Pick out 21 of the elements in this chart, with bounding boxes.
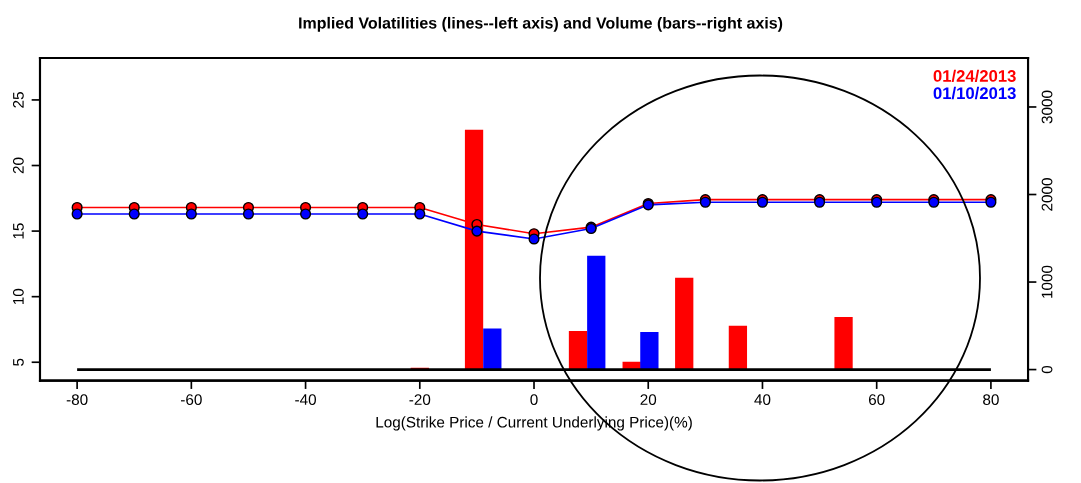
y-tick-label: 10 [12, 288, 24, 304]
x-tick-label: 80 [983, 394, 999, 406]
x-tick-label: -20 [409, 394, 431, 406]
y-tick-label: 20 [12, 157, 24, 174]
text: 01/10/2013 [933, 86, 1016, 100]
x-tick-label: 60 [868, 394, 885, 406]
chart-title: Implied Volatilities (lines--left axis) and Volume (bars--right axis) [299, 16, 783, 32]
y-tick-label: 5 [13, 358, 24, 366]
x-tick-label: 20 [640, 394, 657, 406]
text: 01/24/2013 [933, 69, 1016, 83]
y2-tick-label: 3000 [1041, 90, 1053, 124]
y2-tick-label: 2000 [1041, 178, 1053, 211]
y-tick-label: 25 [12, 92, 24, 108]
x-tick-label: 0 [530, 394, 538, 406]
x-tick-label: -40 [295, 394, 317, 406]
y2-tick-label: 0 [1041, 365, 1053, 374]
x-tick-label: -80 [66, 394, 88, 406]
x-tick-label: 40 [754, 394, 771, 406]
x-tick-label: -60 [180, 394, 202, 406]
y-tick-label: 15 [13, 223, 24, 239]
y2-tick-label: 1000 [1041, 265, 1053, 298]
